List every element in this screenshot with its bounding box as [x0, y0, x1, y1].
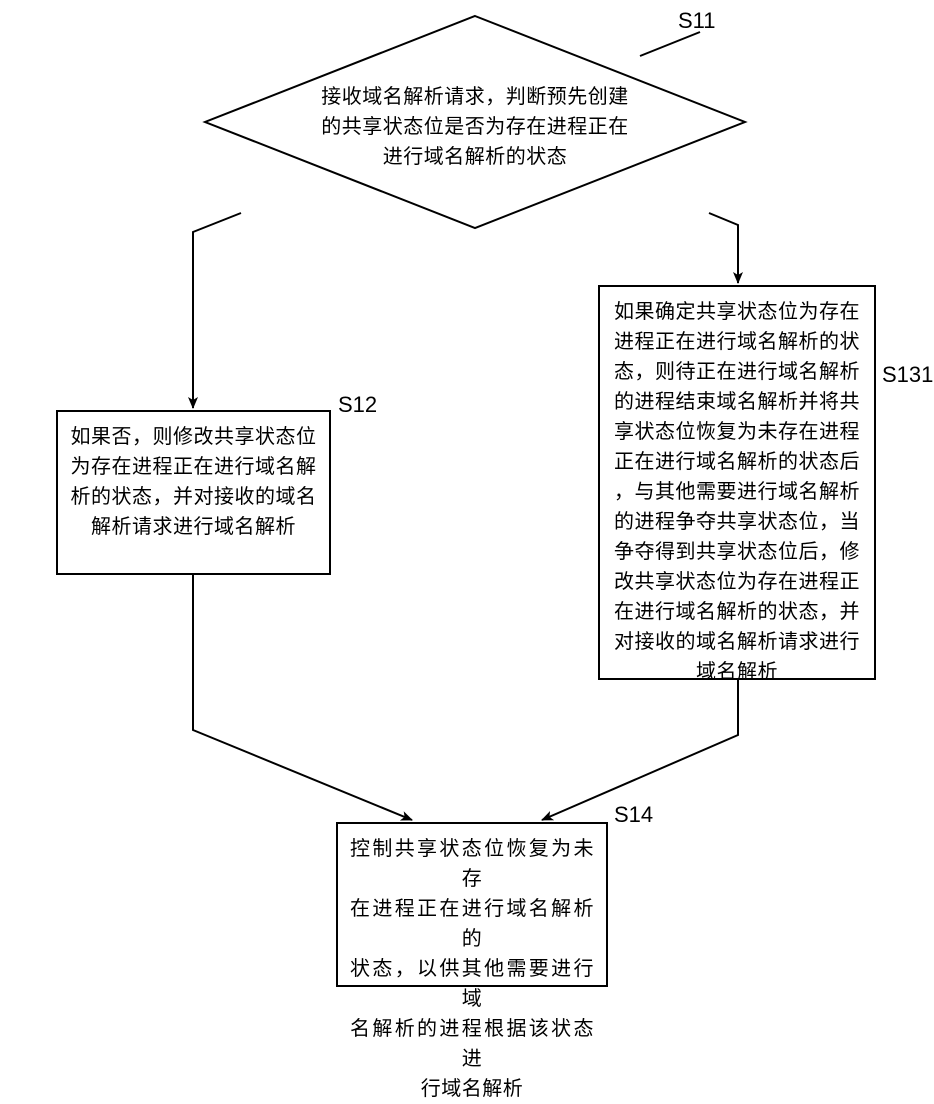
- s11-line3: 进行域名解析的状态: [383, 146, 568, 168]
- s14-l1: 控制共享状态位恢复为未存: [350, 838, 594, 890]
- s131-l5: 享状态位恢复为未存在进程: [614, 421, 860, 443]
- s131-l6: 正在进行域名解析的状态后: [614, 451, 860, 473]
- s131-l13: 域名解析: [696, 661, 778, 683]
- process-node-s131: 如果确定共享状态位为存在 进程正在进行域名解析的状 态，则待正在进行域名解析 的…: [598, 285, 876, 680]
- s14-l3: 状态，以供其他需要进行域: [350, 958, 594, 1010]
- edge-s11-s12: [193, 213, 241, 408]
- s131-l4: 的进程结束域名解析并将共: [614, 391, 860, 413]
- s11-line2: 的共享状态位是否为存在进程正在: [321, 116, 629, 138]
- process-node-s12-text: 如果否，则修改共享状态位 为存在进程正在进行域名解 析的状态，并对接收的域名 解…: [70, 422, 317, 542]
- s131-l3: 态，则待正在进行域名解析: [614, 361, 860, 383]
- s131-l10: 改共享状态位为存在进程正: [614, 571, 860, 593]
- label-s14: S14: [614, 802, 653, 828]
- edge-s11-s131: [709, 213, 738, 283]
- label-s12: S12: [338, 392, 377, 418]
- s131-l11: 在进行域名解析的状态，并: [614, 601, 860, 623]
- decision-node-s11-text: 接收域名解析请求，判断预先创建 的共享状态位是否为存在进程正在 进行域名解析的状…: [320, 82, 630, 172]
- s131-l12: 对接收的域名解析请求进行: [614, 631, 860, 653]
- s12-l4: 解析请求进行域名解析: [91, 516, 296, 538]
- s131-l1: 如果确定共享状态位为存在: [614, 301, 860, 323]
- leader-s11: [640, 32, 700, 56]
- s11-line1: 接收域名解析请求，判断预先创建: [321, 86, 629, 108]
- label-s11: S11: [678, 8, 716, 34]
- s12-l3: 析的状态，并对接收的域名: [71, 486, 317, 508]
- s131-l9: 争夺得到共享状态位后，修: [614, 541, 860, 563]
- label-s131: S131: [882, 362, 933, 388]
- s14-l4: 名解析的进程根据该状态进: [350, 1018, 594, 1070]
- edge-s131-s14: [542, 680, 738, 820]
- edge-s12-s14: [193, 575, 412, 820]
- s14-l2: 在进程正在进行域名解析的: [350, 898, 594, 950]
- process-node-s12: 如果否，则修改共享状态位 为存在进程正在进行域名解 析的状态，并对接收的域名 解…: [56, 410, 331, 575]
- s131-l2: 进程正在进行域名解析的状: [614, 331, 860, 353]
- s14-l5: 行域名解析: [421, 1078, 524, 1100]
- process-node-s14: 控制共享状态位恢复为未存 在进程正在进行域名解析的 状态，以供其他需要进行域 名…: [336, 822, 608, 987]
- s131-l8: 的进程争夺共享状态位，当: [614, 511, 860, 533]
- s131-l7: ，与其他需要进行域名解析: [614, 481, 860, 503]
- process-node-s14-text: 控制共享状态位恢复为未存 在进程正在进行域名解析的 状态，以供其他需要进行域 名…: [350, 834, 594, 1104]
- s12-l1: 如果否，则修改共享状态位: [71, 426, 317, 448]
- process-node-s131-text: 如果确定共享状态位为存在 进程正在进行域名解析的状 态，则待正在进行域名解析 的…: [612, 297, 862, 687]
- s12-l2: 为存在进程正在进行域名解: [71, 456, 317, 478]
